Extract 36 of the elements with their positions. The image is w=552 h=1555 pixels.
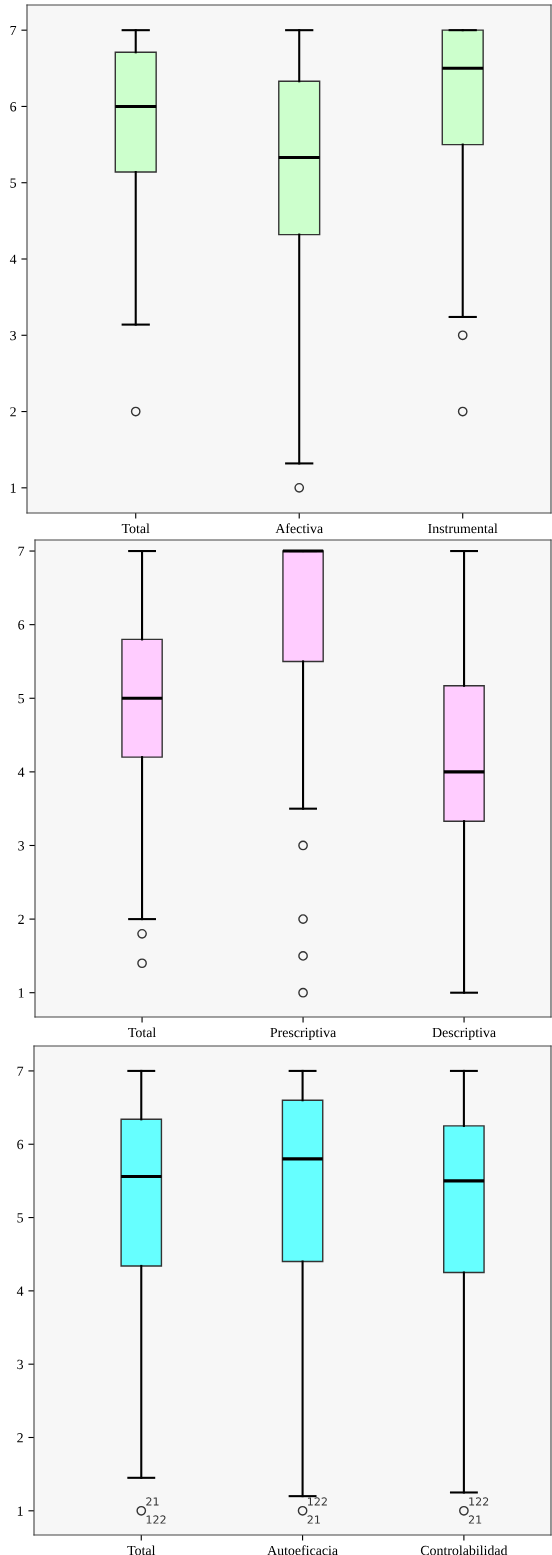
x-tick-label: Controlabilidad — [420, 1545, 508, 1555]
x-tick-label: Autoeficacia — [267, 1545, 338, 1555]
y-tick-label: 5 — [17, 1213, 24, 1223]
annotation: 21 — [146, 1497, 159, 1506]
x-tick-label: Total — [127, 1545, 156, 1555]
x-tick-label: Total — [128, 1027, 156, 1038]
x-tick-label: Total — [121, 523, 150, 534]
y-tick-label: 5 — [18, 693, 25, 704]
annotation: 122 — [146, 1515, 166, 1524]
y-tick-label: 1 — [10, 483, 16, 493]
x-tick-label: Afectiva — [275, 523, 323, 534]
y-tick-label: 7 — [10, 25, 17, 35]
annotation: 21 — [468, 1515, 482, 1524]
annotation: 21 — [307, 1515, 320, 1524]
y-tick-label: 6 — [17, 1139, 24, 1150]
y-tick-label: 2 — [17, 1433, 23, 1443]
x-tick-label: Instrumental — [428, 523, 498, 534]
y-tick-label: 3 — [18, 841, 25, 851]
y-tick-label: 4 — [16, 1286, 24, 1296]
y-tick-label: 2 — [18, 914, 24, 924]
annotation: 122 — [469, 1497, 489, 1506]
y-tick-label: 4 — [17, 767, 25, 777]
x-tick-label: Descriptiva — [432, 1027, 496, 1041]
y-tick-label: 1 — [18, 988, 24, 998]
x-tick-label: Prescriptiva — [270, 1027, 337, 1041]
y-tick-label: 3 — [17, 1359, 24, 1370]
y-tick-label: 2 — [10, 407, 16, 417]
y-tick-label: 1 — [17, 1506, 23, 1516]
y-tick-label: 6 — [18, 620, 25, 630]
y-tick-label: 3 — [10, 330, 17, 341]
y-tick-label: 7 — [18, 546, 25, 556]
y-tick-label: 6 — [10, 102, 17, 112]
y-tick-label: 4 — [9, 254, 17, 264]
y-tick-label: 5 — [10, 178, 17, 188]
annotation: 122 — [307, 1497, 327, 1506]
y-tick-label: 7 — [17, 1066, 24, 1076]
